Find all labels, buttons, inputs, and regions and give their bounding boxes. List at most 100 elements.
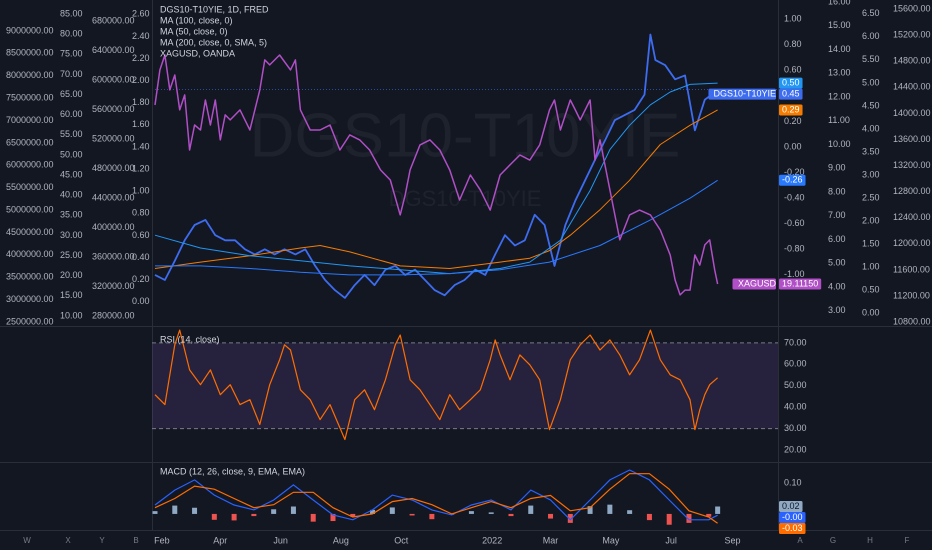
- legend-item: MA (100, close, 0): [160, 15, 233, 25]
- x-tick-label: May: [602, 535, 620, 545]
- y-tick-label: 70.00: [60, 69, 83, 79]
- y-tick-label: 15200.00: [893, 29, 931, 39]
- toolbar-button: A: [797, 536, 803, 545]
- y-tick-label: 1.00: [132, 186, 150, 196]
- y-tick-label: 45.00: [60, 169, 83, 179]
- y-tick-label: 4.00: [828, 281, 846, 291]
- y-tick-label: 80.00: [60, 29, 83, 39]
- y-tick-label: 5.00: [828, 258, 846, 268]
- y-tick-label: 1.00: [784, 14, 802, 24]
- y-tick-label: 7500000.00: [6, 93, 54, 103]
- y-tick-label: 5500000.00: [6, 182, 54, 192]
- y-tick-label: 15.00: [60, 290, 83, 300]
- y-tick-label: 2.60: [132, 9, 150, 19]
- series-line: [154, 82, 718, 275]
- y-tick-label: 0.60: [132, 230, 150, 240]
- y-tick-label: 7.00: [828, 210, 846, 220]
- x-tick-label: Mar: [543, 535, 559, 545]
- price-label: [779, 512, 806, 524]
- y-tick-label: 520000.00: [92, 133, 135, 143]
- series-line: [154, 33, 719, 299]
- y-tick-label: 25.00: [60, 250, 83, 260]
- y-tick-label: 50.00: [784, 380, 807, 390]
- histogram-bar: [508, 513, 514, 517]
- price-label-text: 0.02: [782, 501, 800, 511]
- price-label-name: XAGUSD: [738, 278, 777, 288]
- y-tick-label: 9000000.00: [6, 25, 54, 35]
- histogram-bar: [715, 506, 721, 514]
- histogram-bar: [389, 507, 395, 514]
- y-tick-label: 2500000.00: [6, 316, 54, 326]
- legend-item: XAGUSD, OANDA: [160, 48, 235, 58]
- x-tick-label: Jul: [665, 535, 677, 545]
- y-tick-label: 640000.00: [92, 45, 135, 55]
- toolbar-button: B: [133, 536, 138, 545]
- y-tick-label: 10800.00: [893, 317, 931, 327]
- y-tick-label: 20.00: [784, 444, 807, 454]
- histogram-bar: [468, 511, 474, 514]
- y-tick-label: 3000000.00: [6, 294, 54, 304]
- histogram-bar: [271, 509, 277, 514]
- y-tick-label: 0.80: [132, 208, 150, 218]
- histogram-bar: [370, 509, 376, 514]
- price-label-text: -0.00: [782, 512, 803, 522]
- toolbar-button: Y: [99, 536, 105, 545]
- y-tick-label: 8500000.00: [6, 48, 54, 58]
- price-label-text: -0.03: [782, 523, 803, 533]
- y-tick-label: 14400.00: [893, 82, 931, 92]
- x-tick-label: Jun: [273, 535, 288, 545]
- series-line: [155, 179, 718, 276]
- legend-title: DGS10-T10YIE, 1D, FRED: [160, 4, 269, 14]
- legend-title: MACD (12, 26, close, 9, EMA, EMA): [160, 466, 305, 476]
- y-tick-label: 75.00: [60, 49, 83, 59]
- y-tick-label: -0.40: [784, 193, 805, 203]
- y-tick-label: 1.00: [862, 261, 880, 271]
- y-tick-label: 2.40: [132, 31, 150, 41]
- y-tick-label: 16.00: [828, 0, 851, 6]
- y-tick-label: 320000.00: [92, 281, 135, 291]
- histogram-bar: [192, 507, 198, 514]
- y-tick-label: 600000.00: [92, 74, 135, 84]
- price-label: [779, 523, 806, 535]
- toolbar-button: F: [905, 536, 910, 545]
- histogram-bar: [627, 510, 633, 514]
- y-tick-label: 0.50: [862, 284, 880, 294]
- y-tick-label: 680000.00: [92, 15, 135, 25]
- y-tick-label: 20.00: [60, 270, 83, 280]
- price-label-text: 0.29: [782, 104, 800, 114]
- y-tick-label: 10.00: [828, 139, 851, 149]
- histogram-bar: [607, 504, 613, 514]
- histogram-bar: [528, 505, 534, 514]
- histogram-bar: [172, 505, 178, 514]
- price-label: [779, 104, 803, 116]
- y-tick-label: 13200.00: [893, 160, 931, 170]
- y-tick-label: 3500000.00: [6, 272, 54, 282]
- y-tick-label: 12800.00: [893, 186, 931, 196]
- y-tick-label: 11200.00: [893, 290, 930, 300]
- y-tick-label: 1.80: [132, 97, 150, 107]
- histogram-bar: [706, 513, 712, 517]
- y-tick-label: 5000000.00: [6, 204, 54, 214]
- legend-item: MA (200, close, 0, SMA, 5): [160, 37, 267, 47]
- y-tick-label: 65.00: [60, 89, 83, 99]
- series-line: [154, 54, 719, 296]
- toolbar-button: X: [65, 536, 71, 545]
- y-tick-label: 0.40: [132, 252, 150, 262]
- price-label: [779, 278, 822, 290]
- y-tick-label: 15.00: [828, 20, 851, 30]
- y-tick-label: 5.00: [862, 77, 880, 87]
- y-tick-label: 11600.00: [893, 264, 930, 274]
- y-tick-label: 1.20: [132, 163, 150, 173]
- y-tick-label: 3.00: [862, 169, 880, 179]
- y-tick-label: 1.40: [132, 141, 150, 151]
- y-tick-label: 30.00: [60, 230, 83, 240]
- y-tick-label: 14000.00: [893, 108, 931, 118]
- histogram-bar: [488, 512, 494, 514]
- y-tick-label: 15600.00: [893, 3, 931, 13]
- y-tick-label: 12.00: [828, 91, 851, 101]
- histogram-bar: [646, 513, 652, 521]
- legend-title: RSI (14, close): [160, 334, 220, 344]
- y-tick-label: 8000000.00: [6, 70, 54, 80]
- y-tick-label: 6000000.00: [6, 160, 54, 170]
